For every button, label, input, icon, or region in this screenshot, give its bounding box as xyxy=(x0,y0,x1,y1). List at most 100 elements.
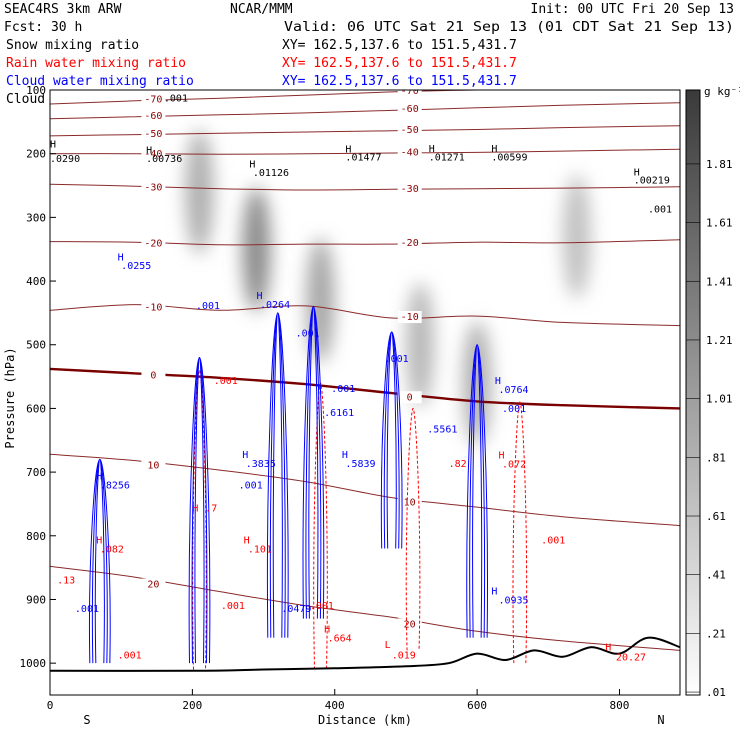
extremum-label: .001 xyxy=(221,601,245,612)
y-tick-label: 900 xyxy=(26,593,46,606)
extremum-label: H xyxy=(324,625,330,636)
extremum-label: H xyxy=(605,642,611,653)
isotherm-label: 0 xyxy=(150,371,156,382)
header-forecast: Fcst: 30 h xyxy=(4,20,82,35)
colorbar-label: .41 xyxy=(706,569,726,582)
endpoint-left: S xyxy=(83,713,90,727)
extremum-label: .001 xyxy=(164,93,188,104)
snow-shade-0 xyxy=(185,129,214,254)
extremum-label: .001 xyxy=(296,328,320,339)
extremum-label: H xyxy=(256,291,262,302)
extremum-label: .001 xyxy=(331,384,355,395)
isotherm-label-bg xyxy=(141,578,166,591)
y-tick-label: 400 xyxy=(26,275,46,288)
snow-shade-2 xyxy=(306,238,335,363)
header-init: Init: 00 UTC Fri 20 Sep 13 xyxy=(531,2,735,17)
cloud-water-cell-4 xyxy=(380,331,403,549)
extremum-label: L xyxy=(385,640,391,651)
extremum-label: .001 xyxy=(75,604,99,615)
isotherm-label: -50 xyxy=(144,129,162,140)
snow-shade-1 xyxy=(242,187,271,312)
extremum-label: .001 xyxy=(502,404,526,415)
extremum-label: .0290 xyxy=(50,154,80,165)
extremum-label: .001 xyxy=(310,601,334,612)
extremum-label: .01477 xyxy=(345,153,381,164)
colorbar-label: .01 xyxy=(706,686,726,699)
extremum-label: .0764 xyxy=(498,385,528,396)
isotherm-label-bg xyxy=(141,148,166,161)
extremum-label: .001 xyxy=(196,301,220,312)
isotherm-label: 10 xyxy=(404,497,416,508)
isotherm-label-bg xyxy=(397,146,422,159)
rain-column-2 xyxy=(405,407,421,651)
extremum-label: H xyxy=(491,144,497,155)
isotherm-label-bg xyxy=(141,459,166,472)
header-valid: Valid: 06 UTC Sat 21 Sep 13 (01 CDT Sat … xyxy=(284,20,734,35)
isotherm-label: -40 xyxy=(401,148,419,159)
extremum-label: .001 xyxy=(385,354,409,365)
field-xy-0: XY= 162.5,137.6 to 151.5,431.7 xyxy=(282,38,517,53)
extremum-label: H xyxy=(50,139,56,150)
cloud-water-cell-1 xyxy=(188,356,211,664)
field-name-1: Rain water mixing ratio xyxy=(6,56,186,71)
isotherm-label: 0 xyxy=(407,392,413,403)
isotherm-label: -60 xyxy=(401,104,419,115)
extremum-label: .001 xyxy=(541,535,565,546)
extremum-label: .7 xyxy=(205,504,217,515)
rain-column-3 xyxy=(512,401,528,664)
extremum-label: .5839 xyxy=(345,459,375,470)
isotherm-label-bg xyxy=(397,391,422,404)
colorbar-label: 1.41 xyxy=(706,275,733,288)
extremum-label: .001 xyxy=(648,204,672,215)
isotherm-label-bg xyxy=(397,311,422,324)
isotherm-label-bg xyxy=(141,127,166,140)
isotherm-label-bg xyxy=(397,237,422,250)
isotherm-label: -10 xyxy=(401,312,419,323)
isotherm-label: -40 xyxy=(144,149,162,160)
cloud-water-cell-3 xyxy=(302,306,325,619)
extremum-label: .101 xyxy=(248,544,272,555)
extremum-label: H xyxy=(242,450,248,461)
extremum-label: .0255 xyxy=(121,261,151,272)
x-tick-label: 600 xyxy=(467,699,487,712)
extremum-label: H xyxy=(96,472,102,483)
y-tick-label: 300 xyxy=(26,211,46,224)
extremum-label: .082 xyxy=(100,544,124,555)
isotherm-label-bg xyxy=(141,93,166,106)
extremum-label: .019 xyxy=(392,651,416,662)
colorbar-label: 1.21 xyxy=(706,334,733,347)
extremum-label: H xyxy=(634,167,640,178)
extremum-label: .00219 xyxy=(634,176,670,187)
extremum-label: H xyxy=(498,451,504,462)
field-xy-2: XY= 162.5,137.6 to 151.5,431.7 xyxy=(282,74,517,89)
terrain-line xyxy=(50,636,680,672)
isotherm-label-bg xyxy=(397,103,422,116)
extremum-label: H xyxy=(491,586,497,597)
endpoint-right: N xyxy=(657,713,664,727)
plot-frame xyxy=(49,89,681,696)
isotherm-label: -70 xyxy=(401,86,419,97)
extrema-labels: H.0290H.00736H.01126H.01477H.01271H.0059… xyxy=(50,90,672,664)
cloud-water-cell-2 xyxy=(266,312,289,638)
isotherm-label-bg xyxy=(397,183,422,196)
isotherm-label: -60 xyxy=(144,111,162,122)
extremum-label: .664 xyxy=(328,634,352,645)
extremum-label: H xyxy=(192,504,198,515)
plot-area xyxy=(50,90,680,695)
y-tick-label: 500 xyxy=(26,339,46,352)
isotherm-label-bg xyxy=(141,181,166,194)
isotherm-label-bg xyxy=(397,124,422,137)
field-name-2: Cloud water mixing ratio xyxy=(6,74,194,89)
isotherm-label-bg xyxy=(141,109,166,122)
extremum-label: .00599 xyxy=(491,153,527,164)
isotherm-label: -10 xyxy=(144,302,162,313)
colorbar xyxy=(685,89,701,696)
colorbar-label: 1.81 xyxy=(706,158,733,171)
isotherm-label-bg xyxy=(397,618,422,631)
extremum-label: H xyxy=(495,376,501,387)
cloud-water-contours xyxy=(88,306,488,664)
extremum-label: H xyxy=(146,146,152,157)
y-axis-label: Pressure (hPa) xyxy=(3,347,17,448)
extremum-label: .00736 xyxy=(146,154,182,165)
